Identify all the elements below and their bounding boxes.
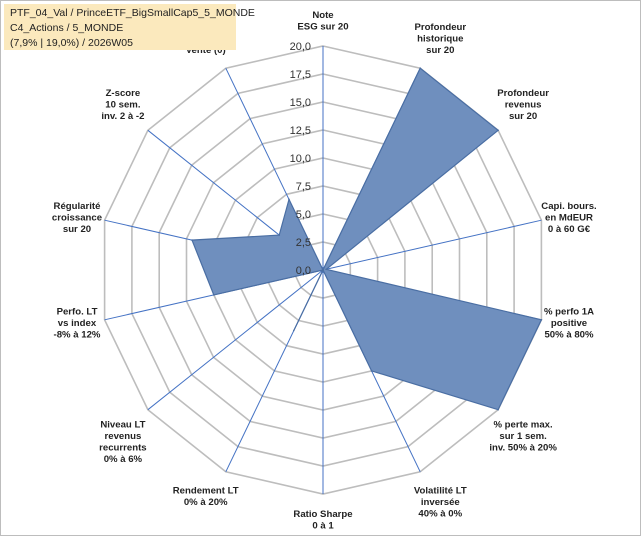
series-point: [497, 129, 499, 132]
tick-label: 17,5: [290, 69, 311, 81]
series-point: [288, 198, 290, 201]
axis-spoke: [147, 269, 324, 411]
axis-label: Ratio Sharpe 0 à 1: [293, 509, 352, 532]
series-point: [191, 239, 193, 241]
tick-label: 12,5: [290, 125, 311, 137]
radar-axis-labels: Note ESG sur 20 Profondeur historique sur 20…: [52, 10, 597, 532]
tick-label: 20,0: [290, 41, 311, 53]
portfolio-stats: (7,9% | 19,0%) / 2026W05: [10, 37, 133, 49]
portfolio-name: PTF_04_Val / PrinceETF_BigSmallCap5_5_MO…: [10, 7, 255, 19]
tick-label: 2,5: [296, 237, 311, 249]
axis-label: Perfo. LT vs index -8% à 12%: [54, 307, 101, 341]
series-point: [213, 294, 215, 296]
tick-label: 15,0: [290, 97, 311, 109]
axis-label: % perfo 1A positive 50% à 80%: [544, 307, 594, 341]
series-point: [322, 269, 324, 271]
series-area: [191, 67, 543, 411]
tick-label: 7,5: [296, 181, 311, 193]
series-point: [540, 319, 543, 321]
series-point: [497, 408, 499, 411]
series-point: [278, 234, 281, 236]
axis-label: Profondeur revenus sur 20: [497, 88, 549, 122]
axis-label: Volatilité LT inversée 40% à 0%: [414, 485, 467, 519]
series-point: [325, 268, 328, 271]
axis-label: Profondeur historique sur 20: [414, 22, 466, 56]
axis-label: Régularité croissance sur 20: [52, 201, 102, 235]
radar-tick-labels: 0,0 2,5 5,0 7,5 10,0 12,5 15,0 17,5 20,0: [290, 41, 311, 277]
series-point: [419, 67, 422, 69]
axis-label: Note ESG sur 20: [297, 10, 348, 33]
axis-label: Capi. bours. en MdEUR 0 à 60 G€: [541, 201, 596, 235]
axis-label: % perte max. sur 1 sem. inv. 50% à 20%: [489, 419, 557, 453]
axis-label: Rendement LT 0% à 20%: [173, 485, 239, 508]
tick-label: 0,0: [296, 265, 311, 277]
radar-series: [191, 67, 543, 411]
series-point: [293, 329, 295, 332]
axis-spoke: [322, 219, 542, 271]
portfolio-category: C4_Actions / 5_MONDE: [10, 22, 124, 34]
tick-label: 5,0: [296, 209, 311, 221]
axis-label: Niveau LT revenus recurrents 0% à 6%: [99, 419, 146, 465]
tick-label: 10,0: [290, 153, 311, 165]
portfolio-info-box: PTF_04_Val / PrinceETF_BigSmallCap5_5_MO…: [4, 4, 255, 50]
series-point: [370, 370, 373, 372]
axis-label: Z-score 10 sem. inv. 2 à -2: [101, 88, 144, 122]
